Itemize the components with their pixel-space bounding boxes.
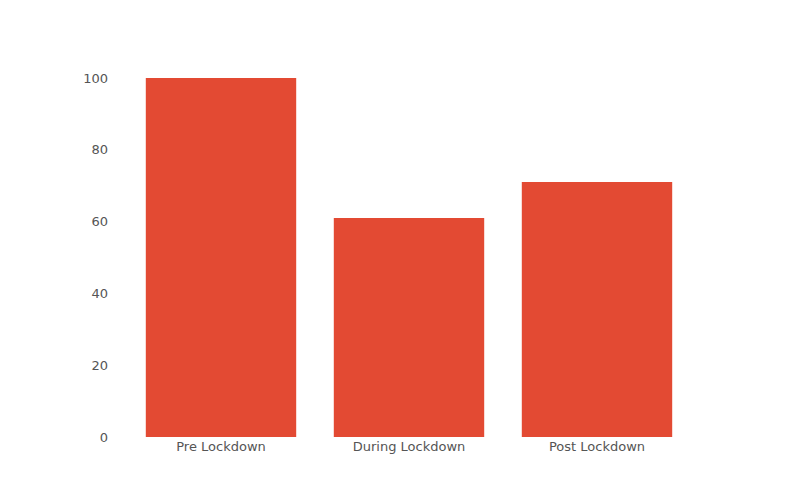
svg-text:0: 0 [100,430,108,445]
svg-text:Post Lockdown: Post Lockdown [549,439,645,454]
svg-text:During Lockdown: During Lockdown [353,439,466,454]
svg-text:60: 60 [91,214,108,229]
svg-text:40: 40 [91,286,108,301]
svg-text:100: 100 [83,71,108,86]
svg-text:Pre Lockdown: Pre Lockdown [176,439,266,454]
svg-text:80: 80 [91,142,108,157]
svg-text:20: 20 [91,358,108,373]
